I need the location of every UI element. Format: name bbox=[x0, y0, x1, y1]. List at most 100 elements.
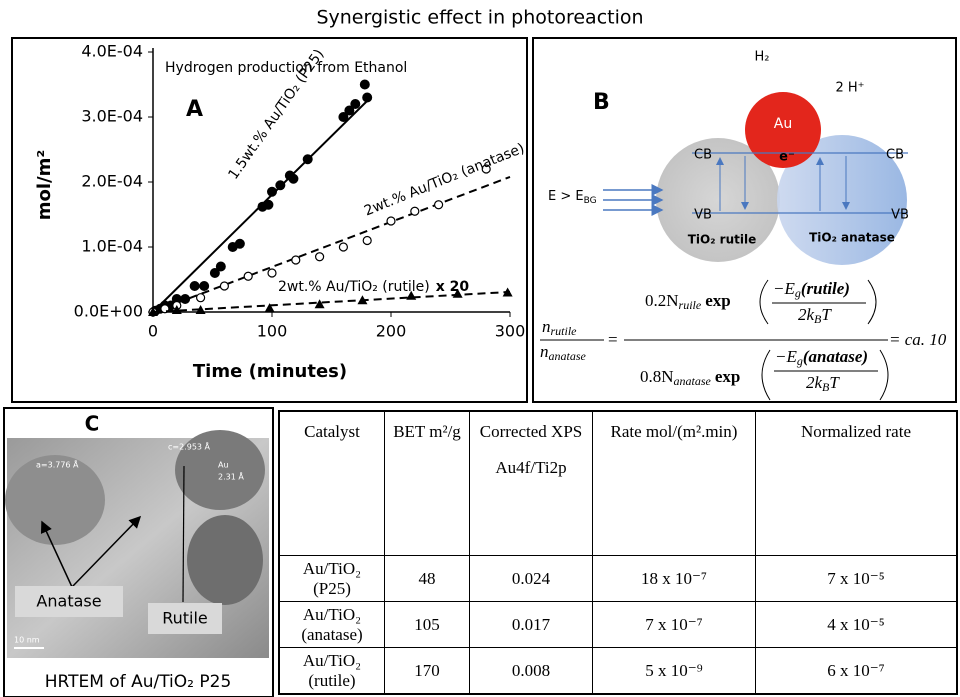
eq-part: 0.2N bbox=[645, 291, 679, 310]
eq-part: anatase bbox=[674, 374, 712, 388]
eq-part: exp bbox=[715, 367, 741, 386]
point bbox=[196, 293, 206, 303]
table-cell: Au/TiO₂ (rutile) bbox=[278, 647, 385, 695]
paren bbox=[879, 349, 889, 401]
scale-note: x 20 bbox=[436, 279, 470, 295]
cb-label: CB bbox=[886, 148, 904, 163]
eq-text: 2kBT bbox=[798, 305, 832, 326]
paren bbox=[761, 349, 771, 401]
point bbox=[344, 105, 355, 116]
arrow bbox=[71, 515, 142, 588]
image-particle bbox=[175, 430, 265, 510]
au-label: Au bbox=[218, 461, 229, 470]
table-cell: 7 x 10⁻⁵ bbox=[755, 555, 958, 603]
panel-label: A bbox=[186, 97, 203, 122]
series-name: 2wt.% Au/TiO₂ (anatase) bbox=[362, 140, 527, 219]
x-axis-label: Time (minutes) bbox=[193, 361, 347, 382]
caption: HRTEM of Au/TiO₂ P25 bbox=[45, 672, 232, 692]
label-box bbox=[148, 603, 222, 634]
header-cell: Rate mol/(m².min) bbox=[592, 410, 756, 557]
anatase-label: TiO₂ anatase bbox=[809, 231, 895, 245]
table-cell: 6 x 10⁻⁷ bbox=[755, 647, 958, 695]
eq-text: nrutile bbox=[542, 317, 577, 338]
light-text: E > E bbox=[548, 189, 584, 204]
anatase-label: Anatase bbox=[36, 592, 101, 611]
point bbox=[452, 288, 463, 298]
point bbox=[199, 281, 210, 291]
scale-label: 10 nm bbox=[14, 636, 40, 645]
image-particle bbox=[5, 455, 105, 545]
table-row: Au/TiO₂ (P25) 48 0.024 18 x 10⁻⁷ 7 x 10⁻⁵ bbox=[278, 555, 958, 603]
eq-part: ruile bbox=[679, 298, 702, 312]
vb-label: VB bbox=[694, 208, 712, 223]
point bbox=[267, 186, 277, 197]
eq-part: B bbox=[814, 312, 822, 326]
eq-text: 2kBT bbox=[806, 373, 840, 394]
point bbox=[359, 79, 370, 90]
eq-text: −Eg(anatase) bbox=[775, 347, 868, 368]
eq-part: 0.8N bbox=[640, 367, 674, 386]
eq-part: n bbox=[540, 342, 549, 361]
light-sub: BG bbox=[584, 196, 597, 206]
lattice-label: c=2.953 Å bbox=[168, 441, 211, 452]
point bbox=[338, 242, 348, 252]
y-tick-label: 0.0E+00 bbox=[74, 302, 143, 321]
panel-label: B bbox=[593, 90, 610, 115]
table-cell: 0.024 bbox=[469, 555, 593, 603]
rutile-particle bbox=[656, 138, 780, 262]
panel-a-frame bbox=[11, 37, 528, 403]
eq-part: (anatase) bbox=[803, 347, 868, 366]
eq-part: n bbox=[542, 317, 551, 336]
point bbox=[275, 180, 286, 191]
point bbox=[410, 206, 420, 216]
point bbox=[314, 299, 325, 309]
point bbox=[481, 164, 491, 174]
point bbox=[350, 99, 361, 109]
y-axis-label: mol/m² bbox=[34, 150, 55, 221]
point bbox=[189, 281, 200, 291]
series-name: 2wt.% Au/TiO₂ (rutile) bbox=[278, 279, 430, 295]
au-particle bbox=[745, 92, 821, 168]
eq-part: −E bbox=[775, 347, 797, 366]
paren bbox=[759, 279, 769, 325]
eq-part: exp bbox=[705, 291, 731, 310]
table-cell: 170 bbox=[384, 647, 470, 695]
eq-part: 2k bbox=[806, 373, 823, 392]
eq-text: 0.8Nanatase exp bbox=[640, 367, 740, 388]
table-header: Catalyst BET m²/g Corrected XPS Au4f/Ti2… bbox=[278, 410, 958, 557]
panel-b-frame bbox=[532, 37, 957, 403]
series-label: 2wt.% Au/TiO₂ (rutile) x 20 bbox=[278, 279, 469, 295]
y-tick-label: 4.0E-04 bbox=[81, 42, 143, 61]
eq-part: g bbox=[797, 354, 803, 368]
eq-text: −Eg(rutile) bbox=[773, 279, 850, 300]
arrow bbox=[182, 465, 185, 603]
table-cell: 5 x 10⁻⁹ bbox=[592, 647, 756, 695]
point bbox=[243, 271, 253, 281]
point bbox=[264, 303, 275, 313]
rutile-label: Rutile bbox=[162, 609, 208, 628]
y-tick-label: 1.0E-04 bbox=[81, 237, 143, 256]
eq-part: B bbox=[822, 380, 830, 394]
point bbox=[263, 199, 274, 210]
y-tick-label: 2.0E-04 bbox=[81, 172, 143, 191]
x-tick-label: 200 bbox=[376, 322, 407, 341]
header-cell: Corrected XPS Au4f/Ti2p bbox=[469, 410, 593, 557]
table-row: Au/TiO₂ (rutile) 170 0.008 5 x 10⁻⁹ 6 x 10⁻⁷ bbox=[278, 647, 958, 695]
eq-part: g bbox=[795, 286, 801, 300]
data-table: Catalyst BET m²/g Corrected XPS Au4f/Ti2… bbox=[278, 410, 958, 695]
point bbox=[171, 305, 182, 315]
header-cell: BET m²/g bbox=[384, 410, 470, 557]
table-cell: 105 bbox=[384, 601, 470, 648]
point bbox=[357, 295, 368, 305]
point bbox=[195, 305, 206, 315]
eq-part: (rutile) bbox=[801, 279, 850, 298]
light-label: E > EBG bbox=[548, 189, 597, 206]
eq-text: nanatase bbox=[540, 342, 587, 363]
au-label: 2.31 Å bbox=[218, 471, 244, 482]
point bbox=[267, 268, 277, 278]
annotation: Hydrogen production from Ethanol bbox=[165, 60, 407, 76]
eq-part: rutile bbox=[551, 324, 578, 338]
point bbox=[315, 252, 325, 262]
equation: nrutile nanatase = 0.2Nruile exp −Eg(ruti… bbox=[540, 279, 947, 401]
